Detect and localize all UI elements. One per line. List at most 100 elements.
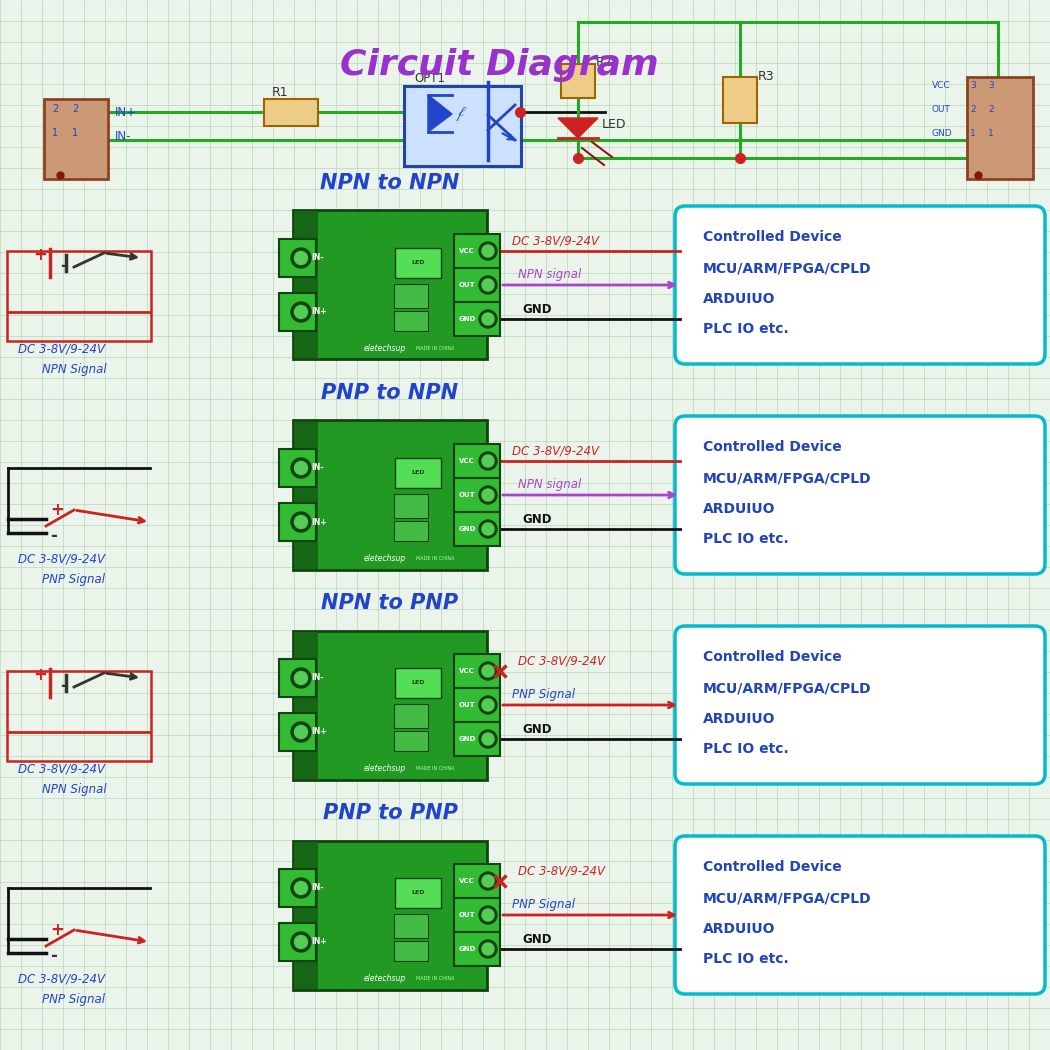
FancyBboxPatch shape: [394, 914, 428, 938]
Circle shape: [291, 248, 311, 268]
Circle shape: [482, 489, 494, 501]
Text: +: +: [33, 246, 47, 264]
Text: Controlled Device: Controlled Device: [704, 440, 842, 455]
Circle shape: [479, 242, 497, 260]
Circle shape: [291, 722, 311, 742]
FancyBboxPatch shape: [454, 722, 500, 756]
Text: +: +: [50, 921, 64, 939]
FancyBboxPatch shape: [454, 688, 500, 722]
Text: Controlled Device: Controlled Device: [704, 230, 842, 245]
FancyBboxPatch shape: [279, 659, 316, 697]
Text: OUT: OUT: [459, 702, 476, 708]
FancyBboxPatch shape: [394, 284, 428, 308]
FancyBboxPatch shape: [561, 64, 595, 98]
FancyBboxPatch shape: [293, 210, 487, 359]
Text: OUT: OUT: [459, 492, 476, 498]
Circle shape: [482, 313, 494, 326]
Text: OUT: OUT: [459, 912, 476, 918]
Text: IN-: IN-: [311, 253, 323, 262]
Text: OPT1: OPT1: [414, 72, 445, 85]
Text: NPN to PNP: NPN to PNP: [321, 593, 459, 613]
FancyBboxPatch shape: [454, 444, 500, 478]
Text: IN-: IN-: [311, 673, 323, 683]
FancyBboxPatch shape: [293, 840, 487, 989]
Text: DC 3-8V/9-24V: DC 3-8V/9-24V: [18, 343, 105, 356]
FancyBboxPatch shape: [279, 869, 316, 907]
FancyBboxPatch shape: [675, 626, 1045, 784]
Text: IN+: IN+: [311, 308, 327, 316]
Circle shape: [482, 245, 494, 257]
FancyBboxPatch shape: [454, 864, 500, 898]
Text: GND: GND: [458, 526, 476, 532]
Text: PLC IO etc.: PLC IO etc.: [704, 952, 789, 966]
Text: DC 3-8V/9-24V: DC 3-8V/9-24V: [512, 234, 598, 247]
Text: MADE IN CHINA: MADE IN CHINA: [416, 346, 455, 351]
FancyBboxPatch shape: [294, 631, 318, 778]
Text: IN+: IN+: [116, 106, 136, 119]
Text: MCU/ARM/FPGA/CPLD: MCU/ARM/FPGA/CPLD: [704, 681, 871, 695]
Text: DC 3-8V/9-24V: DC 3-8V/9-24V: [518, 655, 605, 668]
Circle shape: [291, 878, 311, 898]
Text: ARDUIUO: ARDUIUO: [704, 502, 776, 516]
Polygon shape: [428, 94, 452, 132]
Text: R3: R3: [758, 70, 775, 83]
FancyBboxPatch shape: [395, 248, 441, 278]
Text: +: +: [50, 501, 64, 519]
FancyBboxPatch shape: [294, 211, 318, 358]
FancyBboxPatch shape: [279, 503, 316, 541]
FancyBboxPatch shape: [294, 841, 318, 988]
Text: Circuit Diagram: Circuit Diagram: [340, 48, 658, 82]
Text: ARDUIUO: ARDUIUO: [704, 922, 776, 936]
Text: 1: 1: [970, 129, 975, 138]
Text: 2: 2: [970, 105, 975, 114]
FancyBboxPatch shape: [294, 421, 318, 568]
Text: -: -: [50, 947, 57, 965]
Text: Controlled Device: Controlled Device: [704, 860, 842, 875]
Text: GND: GND: [522, 303, 551, 316]
Circle shape: [482, 665, 494, 677]
Text: PNP Signal: PNP Signal: [512, 898, 575, 911]
Circle shape: [291, 668, 311, 688]
Text: PNP to NPN: PNP to NPN: [321, 383, 459, 403]
Circle shape: [479, 730, 497, 748]
FancyBboxPatch shape: [279, 923, 316, 961]
FancyBboxPatch shape: [279, 713, 316, 751]
FancyBboxPatch shape: [279, 449, 316, 487]
Text: IN+: IN+: [311, 728, 327, 736]
FancyBboxPatch shape: [293, 420, 487, 569]
Text: GND: GND: [458, 736, 476, 742]
Circle shape: [294, 462, 308, 475]
Circle shape: [294, 936, 308, 948]
Text: eletechsup: eletechsup: [364, 974, 406, 983]
Circle shape: [479, 906, 497, 924]
Circle shape: [479, 452, 497, 470]
Text: 1: 1: [52, 128, 58, 138]
Text: NPN signal: NPN signal: [518, 478, 582, 491]
Circle shape: [294, 252, 308, 265]
Circle shape: [482, 279, 494, 291]
Text: PLC IO etc.: PLC IO etc.: [704, 322, 789, 336]
FancyBboxPatch shape: [967, 77, 1033, 178]
Text: GND: GND: [522, 723, 551, 736]
Text: GND: GND: [522, 933, 551, 946]
Text: VCC: VCC: [459, 458, 475, 464]
Polygon shape: [558, 118, 598, 138]
Text: ARDUIUO: ARDUIUO: [704, 292, 776, 306]
Circle shape: [291, 458, 311, 478]
Text: IN+: IN+: [311, 938, 327, 946]
FancyBboxPatch shape: [723, 77, 757, 123]
Text: $\mathscr{f}$: $\mathscr{f}$: [455, 105, 467, 123]
Circle shape: [291, 302, 311, 322]
Circle shape: [294, 882, 308, 895]
Text: MADE IN CHINA: MADE IN CHINA: [416, 556, 455, 561]
Text: NPN Signal: NPN Signal: [42, 363, 107, 376]
FancyBboxPatch shape: [394, 704, 428, 728]
Text: NPN to NPN: NPN to NPN: [320, 173, 460, 193]
FancyBboxPatch shape: [675, 416, 1045, 574]
Circle shape: [294, 306, 308, 318]
FancyBboxPatch shape: [675, 206, 1045, 364]
FancyBboxPatch shape: [454, 932, 500, 966]
FancyBboxPatch shape: [675, 836, 1045, 994]
Text: 2: 2: [52, 104, 58, 114]
FancyBboxPatch shape: [395, 458, 441, 488]
